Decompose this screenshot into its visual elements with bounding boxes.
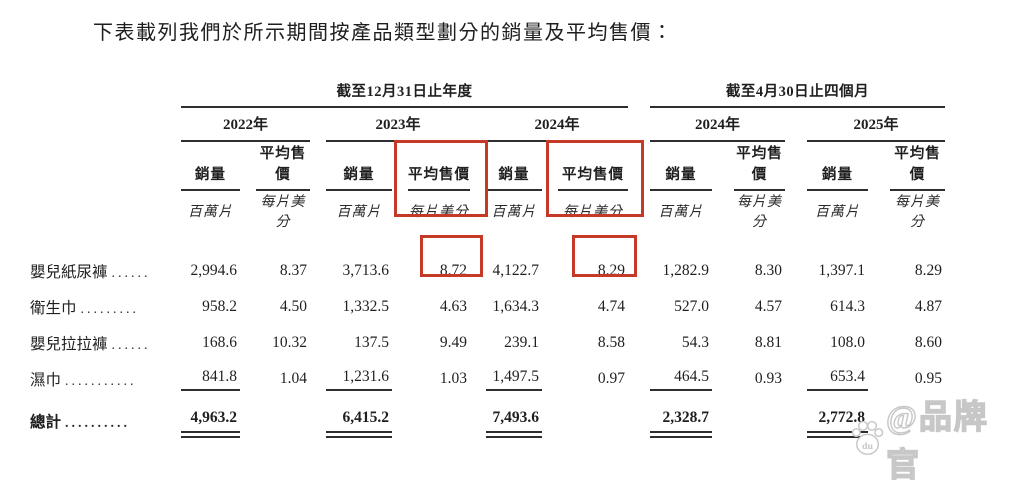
value-cell: 3,713.6 bbox=[342, 262, 390, 279]
col-header-volume: 銷量 bbox=[650, 163, 713, 191]
page-title: 下表載列我們於所示期間按產品類型劃分的銷量及平均售價： bbox=[93, 22, 674, 44]
unit-volume: 百萬片 bbox=[491, 205, 537, 220]
group-header-row: 截至12月31日止年度 截至4月30日止四個月 bbox=[30, 80, 946, 108]
unit-volume: 百萬片 bbox=[188, 205, 233, 220]
dot-leader: ......... bbox=[80, 302, 140, 317]
dot-leader: .......... bbox=[65, 416, 131, 431]
unit-asp: 每片美分 bbox=[737, 195, 783, 230]
value-cell: 137.5 bbox=[354, 334, 389, 351]
group-header-4m-apr30: 截至4月30日止四個月 bbox=[650, 80, 946, 108]
col-header-asp: 平均售價 bbox=[734, 142, 786, 191]
col-header-volume: 銷量 bbox=[486, 163, 542, 191]
value-cell: 1,497.5 bbox=[486, 368, 542, 391]
value-cell: 8.58 bbox=[597, 334, 626, 351]
dot-leader: ...... bbox=[111, 338, 151, 353]
value-cell: 1.03 bbox=[439, 370, 467, 387]
value-cell: 1,332.5 bbox=[342, 298, 390, 315]
value-cell: 10.32 bbox=[272, 334, 307, 351]
value-cell: 4.87 bbox=[914, 298, 943, 315]
table-row-pull-up-pants: 嬰兒拉拉褲...... 168.6 10.32 137.5 9.49 239.1… bbox=[30, 325, 945, 361]
unit-volume: 百萬片 bbox=[658, 205, 704, 220]
unit-volume: 百萬片 bbox=[336, 205, 382, 220]
value-cell: 4.57 bbox=[754, 298, 783, 315]
unit-volume: 百萬片 bbox=[815, 205, 861, 220]
col-header-volume: 銷量 bbox=[326, 163, 392, 191]
value-cell: 4,122.7 bbox=[492, 262, 540, 279]
value-cell: 8.60 bbox=[914, 334, 943, 351]
value-cell: 1,397.1 bbox=[818, 262, 866, 279]
total-value: 6,415.2 bbox=[326, 405, 392, 438]
year-header-2024-4m: 2024年 bbox=[650, 113, 786, 142]
value-cell: 8.30 bbox=[754, 262, 783, 279]
year-header-2022: 2022年 bbox=[181, 113, 310, 142]
value-cell: 4.63 bbox=[439, 298, 467, 315]
dot-leader: ...... bbox=[111, 266, 151, 281]
table-row-baby-diapers: 嬰兒紙尿褲...... 2,994.6 8.37 3,713.6 8.72 4,… bbox=[30, 253, 945, 289]
value-cell: 841.8 bbox=[181, 368, 240, 391]
value-cell: 1,231.6 bbox=[326, 368, 392, 391]
highlight-box-asp-2024-value bbox=[572, 235, 637, 277]
year-header-2025-4m: 2025年 bbox=[807, 113, 946, 142]
highlight-box-asp-2023-value bbox=[420, 235, 483, 277]
total-label: 總計 bbox=[30, 414, 62, 431]
table-row-total: 總計.......... 4,963.2 6,415.2 7,493.6 2,3… bbox=[30, 397, 945, 445]
value-cell: 108.0 bbox=[830, 334, 866, 351]
value-cell: 614.3 bbox=[830, 298, 866, 315]
col-header-volume: 銷量 bbox=[181, 163, 240, 191]
value-cell: 8.81 bbox=[754, 334, 783, 351]
highlight-box-asp-2024-header bbox=[546, 140, 644, 217]
total-value: 2,772.8 bbox=[807, 405, 869, 438]
paw-icon-text: du bbox=[862, 441, 873, 452]
value-cell: 8.29 bbox=[914, 262, 943, 279]
value-cell: 958.2 bbox=[202, 298, 237, 315]
value-cell: 653.4 bbox=[807, 368, 869, 391]
table-row-sanitary-napkins: 衛生巾......... 958.2 4.50 1,332.5 4.63 1,6… bbox=[30, 289, 945, 325]
table-row-wet-wipes: 濕巾........... 841.8 1.04 1,231.6 1.03 1,… bbox=[30, 361, 945, 397]
year-header-2024: 2024年 bbox=[486, 113, 629, 142]
dot-leader: ........... bbox=[65, 374, 137, 389]
row-label: 濕巾 bbox=[30, 372, 62, 389]
unit-asp: 每片美分 bbox=[260, 195, 306, 230]
value-cell: 2,994.6 bbox=[190, 262, 238, 279]
total-value: 4,963.2 bbox=[181, 405, 240, 438]
value-cell: 8.37 bbox=[279, 262, 307, 279]
value-cell: 1.04 bbox=[279, 370, 307, 387]
col-header-volume: 銷量 bbox=[807, 163, 869, 191]
value-cell: 4.74 bbox=[597, 298, 626, 315]
highlight-box-asp-2023-header bbox=[394, 140, 488, 217]
value-cell: 54.3 bbox=[681, 334, 710, 351]
watermark-text: @品牌官 bbox=[885, 399, 989, 484]
document-page: 下表載列我們於所示期間按產品類型劃分的銷量及平均售價： 截至12月31日止年度 … bbox=[30, 22, 988, 485]
paw-icon: du bbox=[851, 420, 884, 455]
row-label: 嬰兒拉拉褲 bbox=[30, 336, 108, 353]
value-cell: 9.49 bbox=[439, 334, 467, 351]
value-cell: 0.95 bbox=[914, 370, 943, 387]
subheader-row: 銷量 平均售價 銷量 平均售價 銷量 平均售價 銷量 平均售價 銷量 平均售價 bbox=[30, 142, 946, 191]
total-value: 2,328.7 bbox=[650, 405, 713, 438]
year-header-2023: 2023年 bbox=[326, 113, 470, 142]
value-cell: 239.1 bbox=[504, 334, 539, 351]
group-header-fy-dec31: 截至12月31日止年度 bbox=[181, 80, 629, 108]
col-header-asp: 平均售價 bbox=[558, 163, 629, 191]
sales-asp-table: 截至12月31日止年度 截至4月30日止四個月 2022年 2023年 2024… bbox=[30, 80, 946, 445]
value-cell: 4.50 bbox=[279, 298, 307, 315]
col-header-asp: 平均售價 bbox=[256, 142, 310, 191]
value-cell: 0.93 bbox=[754, 370, 783, 387]
value-cell: 464.5 bbox=[650, 368, 713, 391]
value-cell: 527.0 bbox=[674, 298, 710, 315]
row-label: 嬰兒紙尿褲 bbox=[30, 264, 108, 281]
value-cell: 0.97 bbox=[597, 370, 626, 387]
col-header-asp: 平均售價 bbox=[408, 163, 470, 191]
value-cell: 168.6 bbox=[202, 334, 237, 351]
value-cell: 1,282.9 bbox=[662, 262, 710, 279]
total-value: 7,493.6 bbox=[486, 405, 542, 438]
unit-asp: 每片美分 bbox=[895, 195, 941, 230]
watermark: du @品牌官 bbox=[850, 390, 1010, 486]
value-cell: 1,634.3 bbox=[492, 298, 540, 315]
col-header-asp: 平均售價 bbox=[890, 142, 946, 191]
row-label: 衛生巾 bbox=[30, 300, 77, 317]
year-header-row: 2022年 2023年 2024年 2024年 2025年 bbox=[30, 108, 946, 142]
